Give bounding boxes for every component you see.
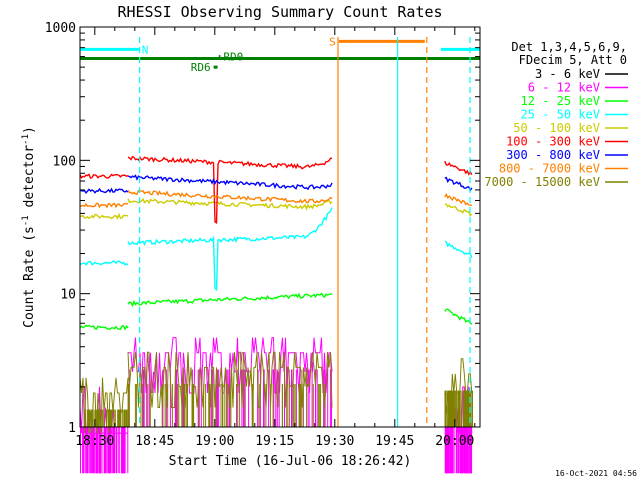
legend-header-line-2: FDecim 5, Att 0 bbox=[519, 53, 627, 67]
trace-100-300-kev-0 bbox=[79, 173, 129, 179]
trace-800-7000-kev-1 bbox=[127, 189, 333, 204]
flag-layer: N S RD0 RD6 bbox=[80, 35, 480, 74]
y-axis-label: Count Rate (s-1 detector-1) bbox=[21, 126, 37, 328]
footer-date: 16-Oct-2021 04:56 bbox=[555, 469, 637, 478]
y-tick-label-1: 10 bbox=[60, 288, 76, 303]
x-tick-label-5: 19:45 bbox=[375, 434, 414, 449]
legend-label-800-7000-kev: 800 - 7000 keV bbox=[499, 162, 600, 176]
x-tick-label-0: 18:30 bbox=[75, 434, 114, 449]
series-layer bbox=[79, 155, 473, 474]
trace-100-300-kev-1 bbox=[127, 155, 333, 225]
trace-800-7000-kev-0 bbox=[79, 202, 129, 209]
trace-50-100-kev-2 bbox=[444, 203, 473, 217]
vline-layer bbox=[139, 37, 471, 427]
legend-header-line-1: Det 1,3,4,5,6,9, bbox=[511, 40, 627, 54]
plot-frame bbox=[79, 26, 481, 428]
trace-12-25-kev-0 bbox=[79, 324, 129, 331]
trace-300-800-kev-0 bbox=[79, 187, 129, 195]
trace-300-800-kev-1 bbox=[127, 174, 333, 191]
legend-label-300-800-kev: 300 - 800 keV bbox=[506, 148, 600, 162]
legend-label-7000-15000-kev: 7000 - 15000 keV bbox=[484, 175, 600, 189]
legend-label-12-25-kev: 12 - 25 keV bbox=[521, 94, 600, 108]
trace-800-7000-kev-2 bbox=[444, 192, 472, 206]
y-axis: 1 10 100 1000 bbox=[45, 21, 480, 436]
trace-100-300-kev-2 bbox=[444, 160, 473, 176]
legend: Det 1,3,4,5,6,9, FDecim 5, Att 0 3 - 6 k… bbox=[484, 40, 628, 189]
x-axis: 18:30 18:45 19:00 19:15 19:30 19:45 20:00 bbox=[75, 27, 476, 449]
y-tick-label-2: 100 bbox=[53, 154, 76, 169]
trace-12-25-kev-2 bbox=[444, 308, 473, 325]
x-tick-label-4: 19:30 bbox=[315, 434, 354, 449]
series-100-300-kev bbox=[79, 155, 473, 225]
series-300-800-kev bbox=[79, 174, 473, 195]
trace-12-25-kev-1 bbox=[127, 292, 333, 308]
series-25-50-kev bbox=[79, 207, 473, 292]
trace-25-50-kev-2 bbox=[444, 240, 473, 259]
flag-label-rd6: RD6 bbox=[191, 61, 211, 74]
series-800-7000-kev bbox=[79, 189, 472, 209]
y-tick-label-3: 1000 bbox=[45, 21, 76, 36]
y-tick-label-0: 1 bbox=[68, 421, 76, 436]
x-axis-label: Start Time (16-Jul-06 18:26:42) bbox=[169, 454, 412, 469]
flag-label-s: S bbox=[329, 35, 336, 48]
trace-25-50-kev-0 bbox=[79, 260, 129, 266]
x-tick-label-6: 20:00 bbox=[435, 434, 474, 449]
series-50-100-kev bbox=[79, 197, 473, 220]
x-tick-label-3: 19:15 bbox=[255, 434, 294, 449]
trace-6-12-kev-1 bbox=[128, 337, 333, 394]
trace-300-800-kev-2 bbox=[444, 176, 473, 193]
x-tick-label-1: 18:45 bbox=[135, 434, 174, 449]
x-tick-label-2: 19:00 bbox=[195, 434, 234, 449]
legend-label-6-12-kev: 6 - 12 keV bbox=[528, 81, 600, 95]
legend-label-50-100-kev: 50 - 100 keV bbox=[513, 121, 600, 135]
legend-label-25-50-kev: 25 - 50 keV bbox=[521, 108, 600, 122]
flag-label-n: N bbox=[142, 43, 149, 56]
trace-25-50-kev-1 bbox=[127, 207, 333, 292]
flag-label-rd0: RD0 bbox=[223, 51, 243, 64]
series-12-25-kev bbox=[79, 292, 473, 331]
chart-title: RHESSI Observing Summary Count Rates bbox=[117, 3, 442, 21]
trace-50-100-kev-0 bbox=[79, 212, 129, 220]
legend-label-3-6-kev: 3 - 6 keV bbox=[535, 67, 600, 81]
trace-50-100-kev-1 bbox=[127, 197, 333, 211]
legend-label-100-300-kev: 100 - 300 keV bbox=[506, 135, 600, 149]
